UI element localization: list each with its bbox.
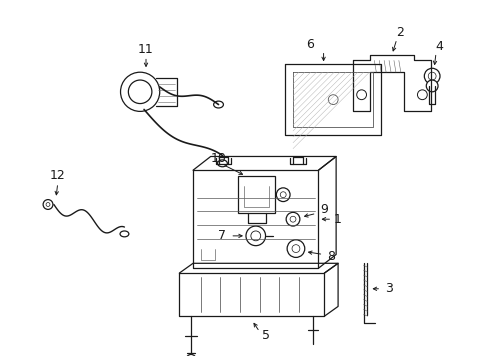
Circle shape	[417, 90, 427, 100]
Text: 8: 8	[326, 250, 335, 263]
Circle shape	[291, 245, 299, 252]
Text: 10: 10	[210, 152, 226, 165]
Circle shape	[280, 192, 285, 198]
Text: 2: 2	[395, 27, 403, 40]
Circle shape	[327, 95, 337, 104]
Text: 12: 12	[50, 168, 65, 181]
Circle shape	[276, 188, 289, 202]
Text: 11: 11	[138, 43, 154, 56]
Circle shape	[424, 68, 439, 84]
Ellipse shape	[213, 101, 223, 108]
Circle shape	[285, 212, 299, 226]
Circle shape	[120, 72, 160, 111]
Text: 1: 1	[333, 213, 341, 226]
Text: 5: 5	[261, 329, 269, 342]
Text: 7: 7	[218, 229, 226, 242]
Circle shape	[43, 199, 53, 210]
Ellipse shape	[120, 231, 129, 237]
Ellipse shape	[217, 160, 227, 167]
Text: 4: 4	[434, 40, 442, 53]
Circle shape	[426, 80, 437, 92]
Text: 3: 3	[385, 282, 392, 295]
Circle shape	[128, 80, 152, 104]
Circle shape	[289, 216, 295, 222]
Circle shape	[356, 90, 366, 100]
Text: 6: 6	[305, 38, 313, 51]
Circle shape	[427, 72, 435, 80]
Circle shape	[250, 231, 260, 241]
Circle shape	[245, 226, 265, 246]
Circle shape	[186, 355, 196, 360]
Bar	[238, 176, 275, 213]
Circle shape	[46, 203, 50, 207]
Text: 9: 9	[320, 203, 327, 216]
Circle shape	[286, 240, 304, 257]
